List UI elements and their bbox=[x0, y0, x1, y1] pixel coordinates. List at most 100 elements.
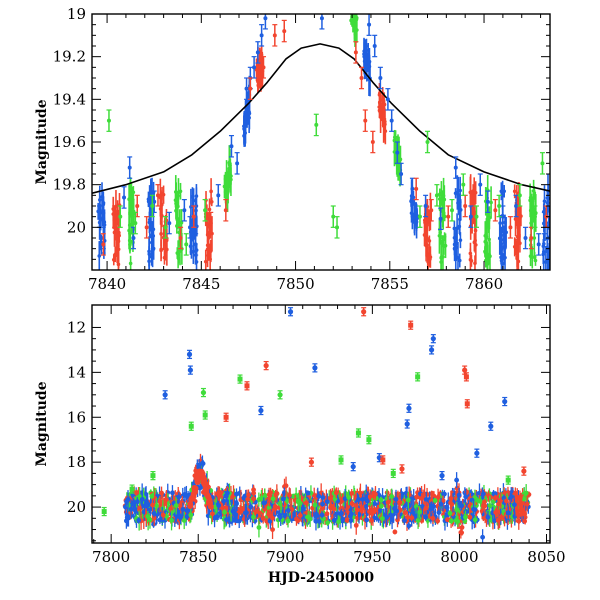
bottom-panel: 7800 7850 7900 7950 8000 8050 12 14 16 18 20 Magni… bbox=[34, 304, 566, 586]
top-cloud-point bbox=[173, 190, 178, 194]
bottom-cloud-point bbox=[270, 515, 275, 521]
bottom-cloud-point bbox=[160, 512, 166, 518]
bottom-cloud-point bbox=[223, 505, 229, 511]
bottom-cloud-point bbox=[176, 494, 182, 500]
data-point bbox=[144, 225, 149, 230]
bottom-event-point bbox=[207, 503, 214, 510]
top-cloud-point bbox=[532, 236, 537, 240]
bottom-cloud-point bbox=[233, 512, 239, 518]
bottom-y-tick-label: 14 bbox=[67, 363, 86, 381]
bottom-cloud-point bbox=[480, 534, 486, 540]
top-cloud-point bbox=[439, 255, 444, 260]
top-cloud-point bbox=[489, 200, 493, 205]
bottom-cloud-point bbox=[338, 510, 344, 516]
data-point bbox=[439, 473, 445, 479]
top-cloud-point bbox=[503, 240, 507, 245]
top-cloud-point bbox=[147, 252, 152, 256]
bottom-cloud-point bbox=[224, 517, 229, 523]
data-point bbox=[255, 50, 260, 55]
data-point bbox=[514, 204, 519, 208]
data-point bbox=[500, 214, 505, 219]
bottom-cloud-point bbox=[492, 518, 497, 524]
bottom-cloud-point bbox=[486, 509, 492, 515]
top-cloud-point bbox=[352, 10, 356, 14]
bottom-cloud-point bbox=[414, 513, 420, 519]
data-point bbox=[223, 493, 229, 499]
bottom-cloud-point bbox=[424, 491, 430, 497]
data-point bbox=[453, 165, 458, 170]
bottom-plot-area bbox=[101, 307, 532, 543]
data-point bbox=[122, 195, 127, 200]
top-cloud-point bbox=[532, 191, 537, 195]
bottom-x-tick-label: 7850 bbox=[179, 548, 217, 566]
bottom-cloud-point bbox=[493, 510, 499, 515]
bottom-x-tick-label: 7800 bbox=[92, 548, 130, 566]
bottom-cloud-point bbox=[295, 499, 301, 505]
bottom-cloud-point bbox=[305, 514, 311, 520]
top-cloud-point bbox=[131, 190, 136, 195]
bottom-cloud-point bbox=[509, 494, 514, 500]
bottom-cloud-point bbox=[372, 507, 378, 512]
bottom-cloud-point bbox=[150, 502, 155, 508]
top-cloud-point bbox=[501, 261, 505, 266]
bottom-cloud-point bbox=[246, 492, 251, 498]
data-point bbox=[462, 367, 468, 373]
bottom-event-point bbox=[194, 475, 201, 482]
bottom-cloud-point bbox=[456, 492, 462, 498]
bottom-cloud-point bbox=[405, 497, 411, 503]
top-cloud-point bbox=[97, 254, 102, 258]
bottom-cloud-point bbox=[448, 518, 454, 524]
bottom-cloud-point bbox=[319, 512, 325, 518]
top-axes: 7840 7845 7850 7855 7860 19 19.2 19.4 19.6 19.8 20 bbox=[53, 5, 550, 293]
data-point bbox=[193, 242, 198, 247]
bottom-cloud-point bbox=[414, 494, 420, 500]
bottom-cloud-point bbox=[394, 508, 400, 514]
data-point bbox=[331, 214, 336, 219]
top-cloud-point bbox=[499, 241, 504, 246]
data-point bbox=[338, 457, 344, 463]
top-cloud-point bbox=[440, 239, 445, 243]
data-point bbox=[167, 221, 172, 226]
top-cloud-point bbox=[351, 8, 355, 12]
bottom-cloud-point bbox=[432, 498, 438, 503]
bottom-cloud-point bbox=[496, 501, 501, 507]
bottom-x-tick-label: 7900 bbox=[266, 548, 304, 566]
top-cloud-point bbox=[128, 261, 133, 266]
data-point bbox=[152, 199, 157, 204]
bottom-cloud-point bbox=[218, 490, 224, 495]
top-cloud-point bbox=[243, 115, 248, 120]
bottom-cloud-point bbox=[379, 516, 385, 521]
top-cloud-point bbox=[423, 221, 428, 225]
top-cloud-point bbox=[100, 195, 104, 199]
bottom-cloud-point bbox=[490, 499, 496, 505]
bottom-cloud-point bbox=[262, 506, 267, 512]
bottom-cloud-point bbox=[333, 490, 339, 496]
top-cloud-point bbox=[546, 196, 550, 201]
top-cloud-point bbox=[438, 230, 443, 235]
top-cloud-point bbox=[533, 258, 538, 263]
bottom-cloud-point bbox=[241, 495, 247, 501]
bottom-event-point bbox=[202, 486, 209, 493]
data-point bbox=[261, 65, 266, 70]
bottom-cloud-point bbox=[234, 491, 239, 497]
top-cloud-point bbox=[471, 200, 475, 204]
bottom-event-point bbox=[201, 481, 208, 488]
top-cloud-point bbox=[458, 217, 462, 222]
bottom-cloud-point bbox=[303, 500, 309, 506]
bottom-cloud-point bbox=[511, 502, 517, 508]
data-point bbox=[404, 421, 410, 427]
bottom-cloud-point bbox=[324, 511, 330, 517]
data-point bbox=[414, 186, 419, 191]
data-point bbox=[287, 309, 294, 315]
data-point bbox=[229, 144, 234, 149]
bottom-cloud-point bbox=[441, 491, 446, 497]
top-cloud-point bbox=[542, 199, 547, 204]
data-point bbox=[248, 86, 253, 91]
bottom-cloud-point bbox=[149, 493, 155, 499]
bottom-cloud-point bbox=[435, 518, 441, 524]
data-point bbox=[430, 336, 436, 342]
top-cloud-point bbox=[472, 240, 477, 245]
bottom-cloud-point bbox=[345, 504, 350, 510]
bottom-cloud-point bbox=[181, 518, 187, 523]
bottom-cloud-point bbox=[353, 522, 359, 528]
